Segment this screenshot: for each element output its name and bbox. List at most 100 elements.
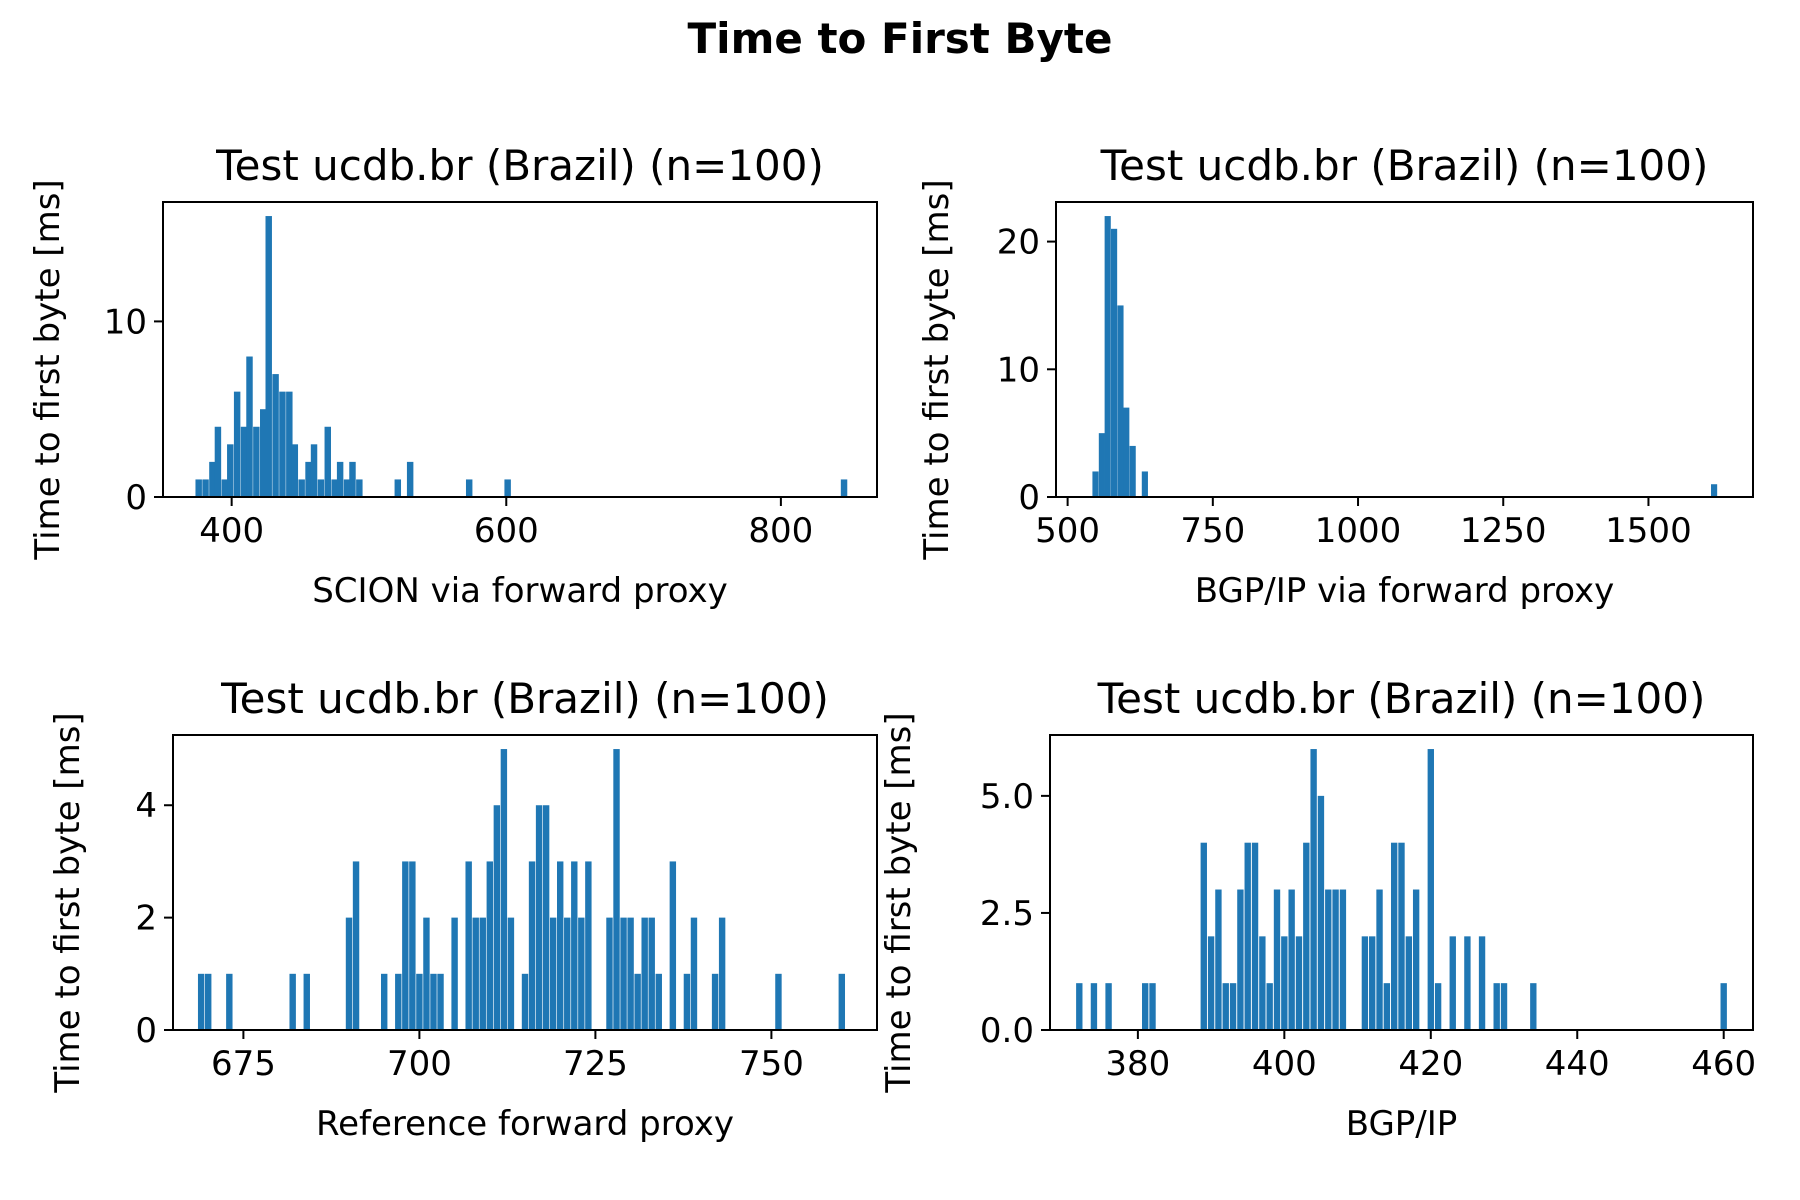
- x-tick-label: 400: [1252, 1044, 1317, 1084]
- histogram-bar: [352, 861, 360, 1030]
- y-tick-label: 0: [135, 1011, 157, 1051]
- y-tick-label: 2: [135, 899, 157, 939]
- histogram-bar: [331, 479, 338, 497]
- histogram-bar: [1098, 433, 1105, 497]
- plot-frame: [162, 201, 878, 498]
- histogram-bar: [718, 917, 726, 1030]
- histogram-bar: [343, 479, 351, 497]
- histogram-bar: [317, 479, 325, 497]
- plot-frame: [1049, 734, 1754, 1031]
- histogram-bar: [486, 861, 494, 1030]
- histogram-bar: [1259, 936, 1266, 1030]
- histogram-bar: [1123, 407, 1130, 497]
- histogram-bar: [711, 973, 719, 1030]
- histogram-bar: [1090, 983, 1098, 1030]
- histogram-bar: [838, 973, 846, 1030]
- x-tick-label: 500: [1035, 511, 1100, 551]
- y-tick-label: 10: [104, 302, 147, 342]
- histogram-bar: [641, 917, 648, 1030]
- histogram-bar: [1295, 936, 1303, 1030]
- histogram-bar: [345, 917, 353, 1030]
- histogram-bar: [279, 391, 286, 497]
- histogram-bar: [606, 917, 613, 1030]
- histogram-bar: [1405, 936, 1413, 1030]
- x-tick-label: 725: [563, 1044, 628, 1084]
- histogram-bar: [521, 973, 529, 1030]
- histogram-bar: [1383, 983, 1391, 1030]
- subplot-title: Test ucdb.br (Brazil) (n=100): [215, 141, 824, 190]
- histogram-bar: [406, 461, 414, 497]
- histogram-bar: [240, 426, 248, 497]
- histogram-bar: [542, 805, 550, 1030]
- subplot-2: 500 750 1000 1250 1500 0 10 20 Test ucdb.br (Bra…: [917, 141, 1754, 611]
- histogram-bar: [549, 917, 557, 1030]
- histogram-bar: [1303, 842, 1310, 1030]
- histogram-bar: [585, 861, 592, 1030]
- y-tick-label: 4: [135, 786, 157, 826]
- histogram-bar: [500, 749, 508, 1030]
- x-tick-label: 380: [1105, 1044, 1170, 1084]
- histogram-bar: [437, 973, 444, 1030]
- histogram-bar: [1464, 936, 1471, 1030]
- histogram-bar: [272, 374, 279, 497]
- histogram-bar: [305, 461, 312, 497]
- histogram-bar: [1281, 936, 1288, 1030]
- histogram-bar: [620, 917, 627, 1030]
- x-tick-label: 1250: [1460, 511, 1547, 551]
- histogram-bar: [202, 479, 209, 497]
- histogram-bar: [1711, 484, 1718, 497]
- y-tick-label: 0.0: [980, 1011, 1034, 1051]
- histogram-bar: [451, 917, 458, 1030]
- histogram-bar: [479, 917, 486, 1030]
- histogram-bar: [349, 461, 356, 497]
- subplot-title: Test ucdb.br (Brazil) (n=100): [220, 674, 829, 723]
- histogram-bar: [423, 917, 430, 1030]
- histogram-bar: [1200, 842, 1207, 1030]
- histogram-bar: [395, 973, 402, 1030]
- x-tick-label: 750: [1180, 511, 1245, 551]
- histogram-bar: [227, 444, 234, 497]
- x-axis-label: BGP/IP via forward proxy: [1195, 571, 1615, 611]
- histogram-bar: [1449, 936, 1456, 1030]
- y-tick-label: 20: [997, 223, 1040, 263]
- histogram-bar: [1434, 983, 1442, 1030]
- histogram-bar: [648, 917, 655, 1030]
- x-tick-label: 750: [739, 1044, 804, 1084]
- histogram-bar: [1325, 889, 1332, 1030]
- x-tick-label: 440: [1545, 1044, 1610, 1084]
- histogram-bar: [1339, 889, 1347, 1030]
- histogram-bar: [1092, 471, 1099, 497]
- histogram-bar: [1332, 889, 1339, 1030]
- histogram-bar: [197, 973, 205, 1030]
- histogram-bar: [221, 479, 229, 497]
- histogram-bar: [1369, 936, 1376, 1030]
- y-tick-label: 10: [997, 350, 1040, 390]
- histogram-bar: [260, 409, 267, 497]
- histogram-bar: [402, 861, 409, 1030]
- histogram-bar: [1317, 795, 1325, 1030]
- subplot-1: 400 600 800 0 10 Test ucdb.br (Brazil) (n=100…: [28, 141, 878, 611]
- y-tick-label: 0: [125, 478, 147, 518]
- plot-frame: [1055, 201, 1754, 498]
- histogram-bar: [265, 216, 272, 498]
- histogram-bar: [409, 861, 416, 1030]
- histogram-bar: [1266, 983, 1273, 1030]
- x-tick-label: 400: [199, 511, 264, 551]
- x-tick-label: 460: [1691, 1044, 1756, 1084]
- subplot-title: Test ucdb.br (Brazil) (n=100): [1100, 141, 1709, 190]
- histogram-bar: [1412, 889, 1420, 1030]
- histogram-bar: [627, 917, 634, 1030]
- histogram-bar: [1207, 936, 1215, 1030]
- x-axis-label: SCION via forward proxy: [312, 571, 728, 611]
- histogram-bar: [214, 426, 222, 497]
- histogram-bar: [298, 479, 305, 497]
- histogram-bar: [205, 973, 212, 1030]
- histogram-bar: [356, 479, 363, 497]
- histogram-bar: [1398, 842, 1405, 1030]
- histogram-bar: [1390, 842, 1398, 1030]
- histogram-bar: [1376, 889, 1383, 1030]
- y-tick-label: 0: [1018, 478, 1040, 518]
- histogram-bar: [253, 426, 260, 497]
- histogram-bar: [226, 973, 233, 1030]
- histogram-bar: [195, 479, 202, 497]
